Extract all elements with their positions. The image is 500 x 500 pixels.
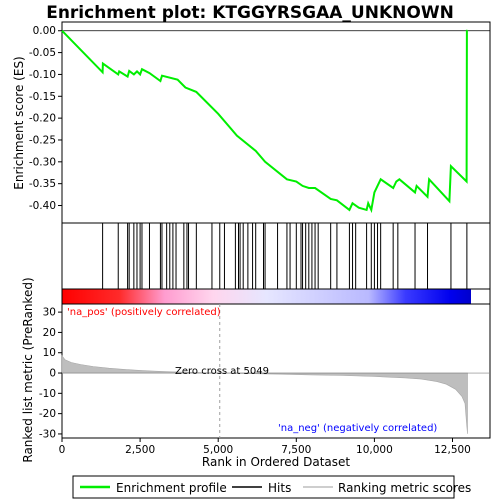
x-tick-label: 10,000 <box>356 444 393 456</box>
metric-panel: 30 20 10 0 -10 -20 -30 0 2,500 5,000 7,500 10,000 1… <box>21 277 491 469</box>
es-plot-frame <box>61 21 491 224</box>
hits-frame <box>61 222 491 290</box>
chart-title: Enrichment plot: KTGGYRSGAA_UNKNOWN <box>46 3 454 23</box>
es-y-tick-label: -0.35 <box>29 178 56 190</box>
metric-y-tick-label: 20 <box>43 327 56 339</box>
es-profile-line <box>61 29 468 214</box>
metric-y-tick-label: -10 <box>39 388 56 400</box>
es-line-group <box>61 29 468 214</box>
metric-y-tick-label: 30 <box>43 307 56 319</box>
metric-area <box>61 354 468 434</box>
es-y-tick-label: -0.30 <box>29 156 56 168</box>
metric-y-tick-label: 0 <box>49 368 56 380</box>
hits-panel <box>61 222 491 290</box>
metric-y-axis-label: Ranked list metric (PreRanked) <box>21 277 35 462</box>
legend-hits-label: Hits <box>268 481 291 495</box>
es-y-ticks: 0.00 -0.05 -0.10 -0.15 -0.20 -0.25 -0.30 -0.35 -… <box>29 25 62 212</box>
hits-group <box>102 223 468 289</box>
es-y-tick-label: -0.10 <box>29 69 56 81</box>
es-y-axis-label: Enrichment score (ES) <box>12 56 26 189</box>
positive-label: 'na_pos' (positively correlated) <box>67 307 221 318</box>
legend: Enrichment profile Hits Ranking metric s… <box>72 475 471 499</box>
legend-es-label: Enrichment profile <box>116 481 227 495</box>
x-tick-label: 2,500 <box>125 444 155 456</box>
zero-cross-label: Zero cross at 5049 <box>175 366 269 377</box>
metric-area-group <box>61 354 490 434</box>
es-y-tick-label: -0.15 <box>29 91 56 103</box>
metric-x-ticks: 0 2,500 5,000 7,500 10,000 12,500 <box>59 438 471 456</box>
es-y-tick-label: -0.05 <box>29 47 56 59</box>
x-tick-label: 0 <box>59 444 66 456</box>
es-y-tick-label: -0.40 <box>29 200 56 212</box>
legend-box <box>72 475 455 499</box>
x-tick-label: 5,000 <box>203 444 233 456</box>
es-panel: 0.00 -0.05 -0.10 -0.15 -0.20 -0.25 -0.30 -0.35 -… <box>12 21 491 224</box>
legend-metric-label: Ranking metric scores <box>338 481 471 495</box>
metric-y-tick-label: -20 <box>39 408 56 420</box>
x-tick-label: 7,500 <box>281 444 311 456</box>
es-y-tick-label: -0.25 <box>29 134 56 146</box>
es-y-tick-label: 0.00 <box>33 25 56 37</box>
metric-y-tick-label: -30 <box>39 428 56 440</box>
metric-y-ticks: 30 20 10 0 -10 -20 -30 <box>39 307 62 440</box>
x-axis-label: Rank in Ordered Dataset <box>202 455 350 469</box>
negative-label: 'na_neg' (negatively correlated) <box>278 423 437 434</box>
metric-y-tick-label: 10 <box>43 347 56 359</box>
x-tick-label: 12,500 <box>434 444 471 456</box>
es-y-tick-label: -0.20 <box>29 113 56 125</box>
ranking-color-bar <box>62 289 471 304</box>
